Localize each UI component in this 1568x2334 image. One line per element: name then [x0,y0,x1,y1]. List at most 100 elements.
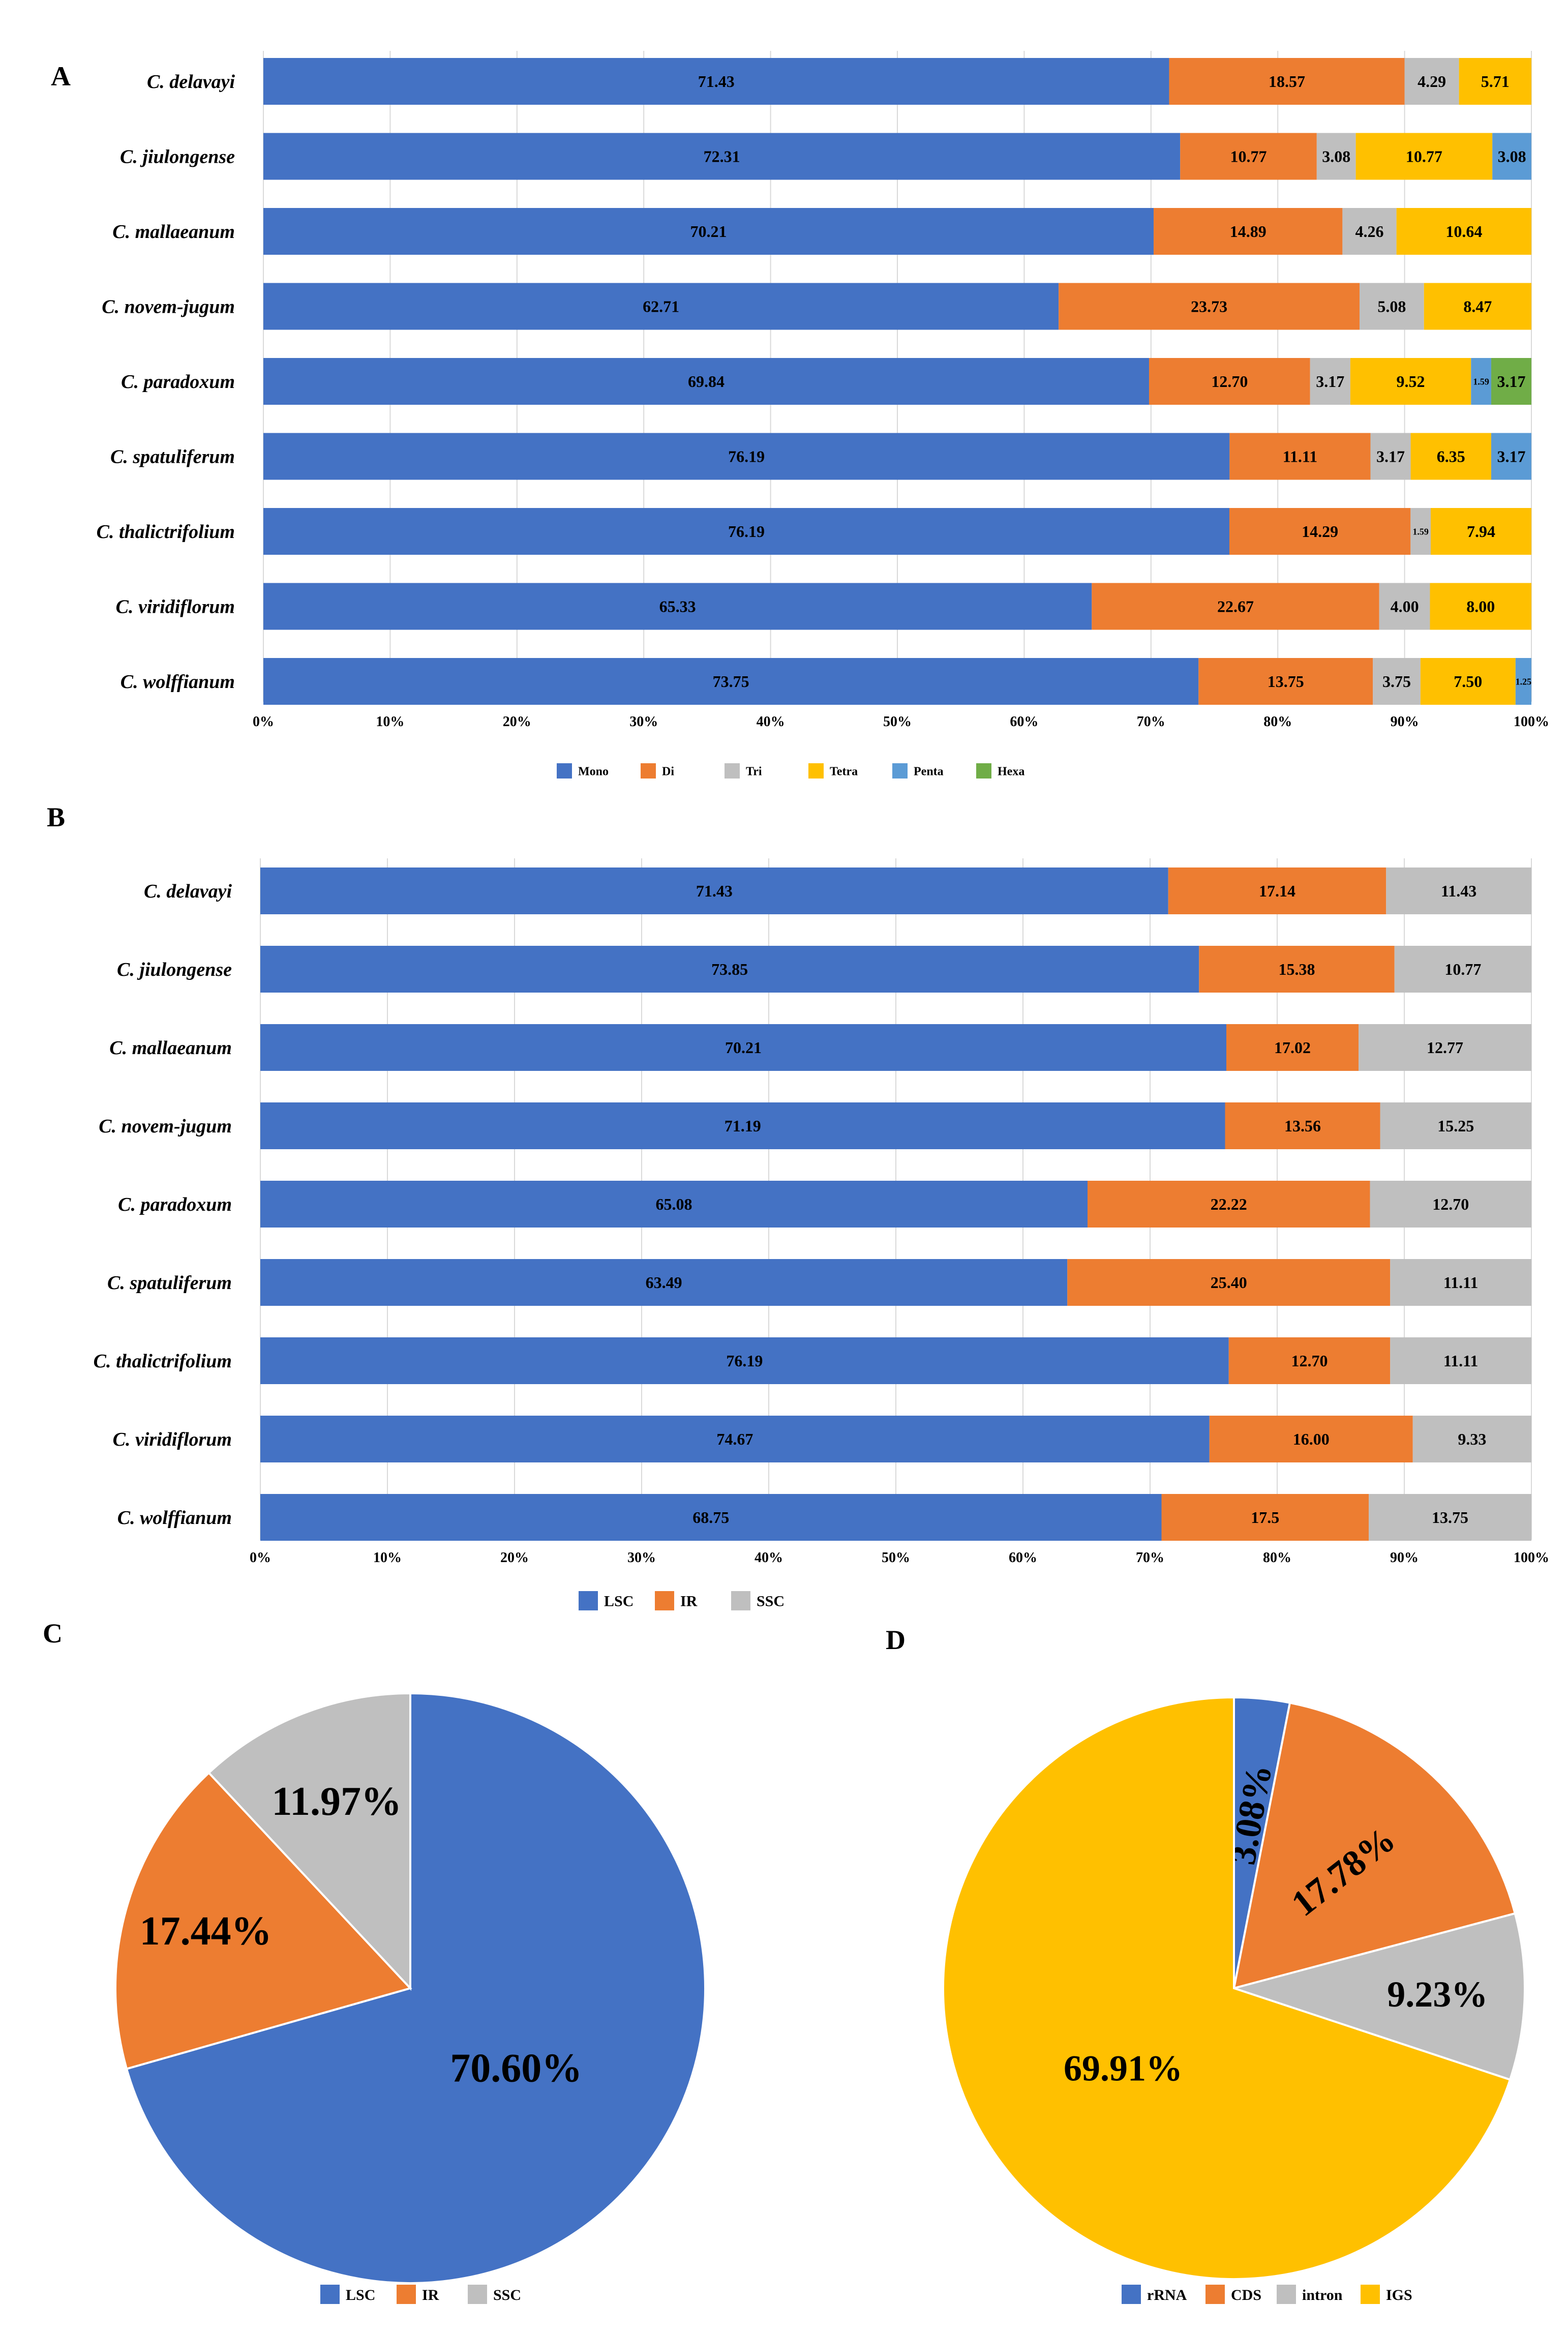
chart-a-category-label: C. viridiflorum [116,596,235,618]
chart-b-data-label-ir: 15.38 [1279,960,1315,978]
chart-b-bar-ir [1168,867,1386,914]
chart-b-data-label-ir: 17.02 [1274,1038,1311,1057]
chart-a-data-label-di: 11.11 [1283,447,1317,466]
chart-b-bar-ssc [1359,1024,1531,1071]
chart-b-bar-lsc [260,946,1199,993]
chart-a-data-label-di: 14.29 [1302,522,1338,541]
chart-d: D3.08%17.78%9.23%69.91%rRNA CDS intron IGS [886,1625,1526,2304]
chart-a-data-label-tri: 3.75 [1382,672,1411,691]
chart-d-legend-swatch [1122,2285,1141,2304]
chart-a-data-label-mono: 71.43 [698,72,735,91]
chart-a-data-label-di: 18.57 [1269,72,1305,91]
chart-a-data-label-tri: 4.00 [1391,597,1419,616]
chart-b-data-label-lsc: 73.85 [711,960,748,978]
chart-b-bar-ssc [1390,1337,1531,1384]
chart-d-legend-item-igs: IGS [1361,2285,1412,2304]
chart-a-x-tick-label: 10% [376,714,404,730]
chart-d-legend-item-rrna: rRNA [1122,2285,1187,2304]
chart-b-x-tick-label: 80% [1263,1550,1291,1566]
chart-a-bar-tri [1373,658,1421,705]
chart-a-data-label-tri: 1.59 [1412,526,1429,536]
chart-a-data-label-tetra: 8.00 [1466,597,1495,616]
chart-c: C 70.60% 17.44% 11.97% LSC IR SSC [43,1618,706,2304]
chart-b-bar-ssc [1386,867,1531,914]
chart-a-bar-tetra [1396,208,1531,255]
chart-b-data-label-ssc: 13.75 [1432,1508,1468,1527]
chart-a-x-tick-label: 90% [1391,714,1419,730]
chart-a-bar-row: C. novem-jugum 62.71 23.73 5.08 8.47 [102,283,1531,330]
chart-b-data-label-ssc: 9.33 [1458,1430,1486,1448]
chart-a-bar-tri [1342,208,1397,255]
chart-c-slice-lsc [125,1692,706,2284]
chart-b-data-label-lsc: 71.43 [696,882,733,900]
chart-b-bar-ir [1161,1494,1369,1541]
chart-c-panel-letter: C [43,1618,63,1649]
chart-a-bar-penta [1491,433,1531,480]
chart-b-x-tick-label: 20% [500,1550,529,1566]
chart-a-bar-tri [1310,358,1350,405]
chart-b-bar-row: C. spatuliferum 63.49 25.40 11.11 [107,1259,1531,1306]
chart-b-bar-lsc [260,1181,1088,1228]
chart-b-bar-ir [1199,946,1395,993]
chart-a-bar-tri [1404,58,1459,105]
chart-d-slice-intron [1230,1912,1526,2081]
chart-a-legend-label: Tri [746,765,762,778]
chart-a-bar-penta [1492,133,1531,180]
chart-a-data-label-penta: 1.59 [1473,376,1489,386]
chart-a-legend-label: Mono [578,765,609,778]
chart-a-bar-penta [1471,358,1491,405]
chart-b-x-tick-label: 40% [755,1550,783,1566]
chart-a-data-label-tetra: 7.50 [1454,672,1482,691]
chart-c-legend-label: IR [422,2287,439,2303]
chart-c-legend-swatch [320,2285,340,2304]
chart-a-data-label-tri: 5.08 [1377,297,1406,316]
chart-a-bar-di [1198,658,1373,705]
chart-b-data-label-ssc: 11.43 [1441,882,1476,900]
chart-b-x-tick-label: 60% [1009,1550,1037,1566]
chart-a-data-label-tetra: 5.71 [1481,72,1510,91]
chart-a-data-label-mono: 76.19 [728,447,765,466]
chart-b-bar-ir [1088,1181,1370,1228]
chart-a-legend-item-hexa: Hexa [976,763,1024,779]
chart-a-bar-tri [1360,283,1424,330]
chart-b-bar-row: C. mallaeanum 70.21 17.02 12.77 [109,1024,1531,1071]
chart-b-x-tick-label: 0% [250,1550,271,1566]
chart-a-category-label: C. novem-jugum [102,296,235,318]
chart-a-data-label-mono: 62.71 [643,297,679,316]
chart-b-bar-row: C. wolffianum 68.75 17.5 13.75 [117,1494,1531,1541]
chart-a-data-label-tetra: 7.94 [1467,522,1495,541]
chart-a-bar-row: C. thalictrifolium 76.19 14.29 1.59 7.94 [97,508,1531,555]
chart-c-data-label-ssc: 11.97% [272,1779,402,1824]
chart-b-bar-ir [1067,1259,1391,1306]
chart-b-bar-lsc [260,1416,1210,1462]
chart-b-legend-swatch [731,1591,750,1610]
chart-b-x-tick-label: 70% [1136,1550,1164,1566]
chart-a-data-label-tetra: 9.52 [1397,372,1425,391]
chart-a-bar-row: C. jiulongense 72.31 10.77 3.08 10.77 3.08 [120,133,1531,180]
chart-b-bar-lsc [260,1337,1229,1384]
chart-a-bar-tetra [1459,58,1531,105]
chart-a-data-label-di: 23.73 [1191,297,1227,316]
chart-b-bar-row: C. viridiflorum 74.67 16.00 9.33 [113,1416,1531,1462]
chart-b-legend-item-ssc: SSC [731,1591,785,1610]
chart-b-bar-ir [1226,1024,1359,1071]
chart-a-bar-mono [263,133,1181,180]
chart-a-bar-row: C. viridiflorum 65.33 22.67 4.00 8.00 [116,583,1531,630]
chart-b-data-label-ir: 25.40 [1211,1273,1247,1292]
chart-a-x-tick-label: 40% [757,714,785,730]
chart-b-legend-swatch [655,1591,674,1610]
chart-a-data-label-mono: 65.33 [659,597,696,616]
chart-b-legend-label: LSC [604,1593,634,1610]
chart-a-data-label-penta: 3.17 [1497,447,1525,466]
chart-a-bar-row: C. wolffianum 73.75 13.75 3.75 7.50 1.25 [120,658,1531,705]
chart-c-legend-swatch [397,2285,416,2304]
chart-a-bar-mono [263,433,1230,480]
chart-b-x-tick-label: 90% [1390,1550,1419,1566]
chart-b-data-label-ir: 12.70 [1291,1352,1328,1370]
chart-a-x-tick-label: 70% [1137,714,1165,730]
chart-a-bar-hexa [1491,358,1531,405]
chart-d-legend-label: intron [1302,2287,1343,2303]
chart-c-legend-item-lsc: LSC [320,2285,375,2304]
chart-d-legend-item-intron: intron [1277,2285,1343,2304]
chart-a-data-label-tri: 3.17 [1316,372,1344,391]
